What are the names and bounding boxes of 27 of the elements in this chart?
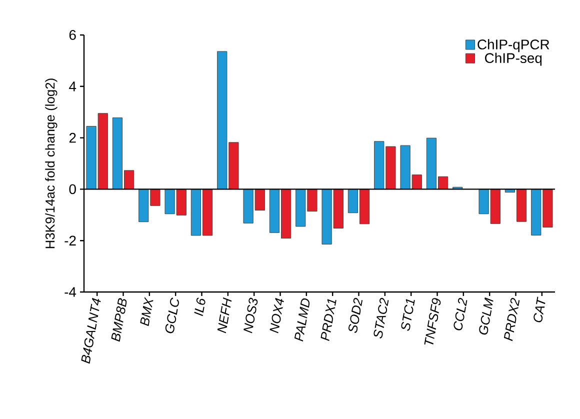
x-tick-label: PRDX1 [320, 299, 336, 342]
x-tick-label: GCLC [165, 298, 179, 334]
legend-label: ChIP-qPCR [478, 39, 550, 52]
x-tick-label: SOD2 [348, 298, 363, 333]
x-tick-label: BMP8B [111, 298, 127, 342]
x-tick-label: STAC2 [374, 298, 389, 338]
y-axis-title: H3K9/14ac fold change (log2) [45, 78, 58, 248]
x-tick-label: CAT [534, 296, 546, 322]
y-tick-label: 4 [69, 82, 76, 92]
y-tick-label: 6 [69, 30, 76, 40]
y-tick-label: 2 [69, 132, 76, 143]
x-tick-label: PRDX2 [504, 298, 520, 342]
x-tick-label: CCL2 [454, 298, 468, 330]
x-tick-label: B4GALNT4 [81, 298, 101, 364]
y-tick-label: 0 [69, 184, 76, 194]
x-tick-label: NOX4 [270, 298, 284, 334]
x-tick-label: NOS3 [244, 298, 258, 334]
y-tick-label: -4 [64, 287, 76, 297]
x-tick-label: PALMD [294, 298, 310, 342]
legend-label: ChIP-seq [485, 52, 542, 66]
x-tick-label: GCLM [479, 297, 494, 335]
x-tick-label: STC1 [401, 299, 415, 331]
x-tick-label: BMX [140, 296, 154, 326]
x-tick-label: NEFH [217, 297, 232, 334]
y-tick-label: -2 [64, 236, 76, 246]
x-tick-label: IL6 [194, 298, 206, 316]
x-tick-label: TNFSF9 [424, 298, 441, 345]
